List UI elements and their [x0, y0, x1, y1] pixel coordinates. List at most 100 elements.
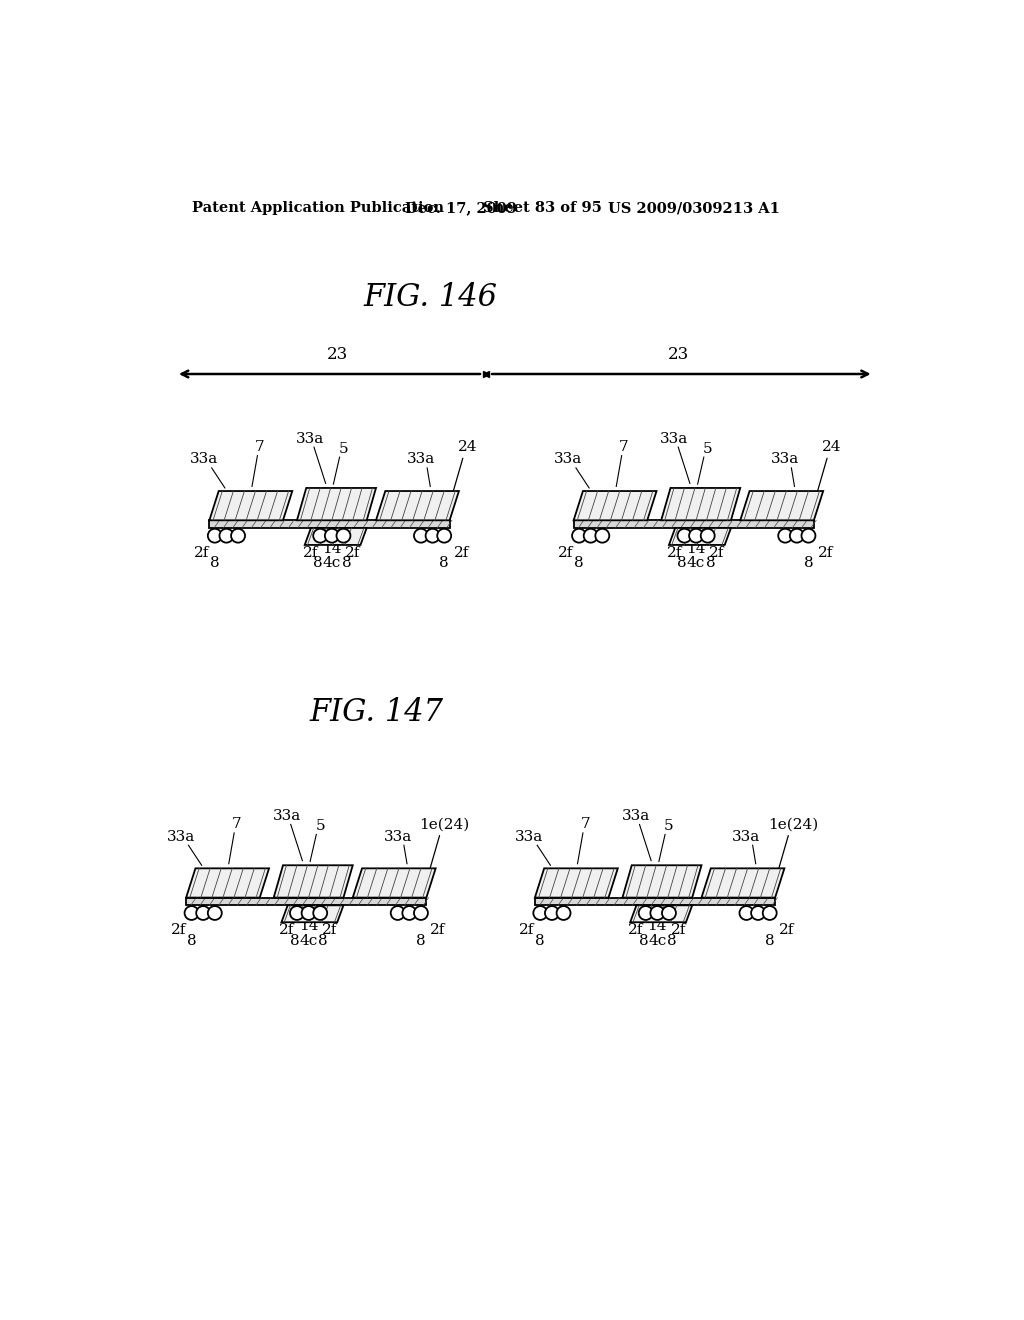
Text: 33a: 33a	[622, 809, 650, 822]
Text: 33a: 33a	[189, 453, 218, 466]
Polygon shape	[573, 491, 656, 520]
Text: 2f: 2f	[430, 923, 445, 937]
Text: 5: 5	[315, 818, 325, 833]
Circle shape	[313, 906, 328, 920]
Circle shape	[572, 529, 586, 543]
Text: 1e(24): 1e(24)	[419, 817, 469, 832]
Circle shape	[763, 906, 776, 920]
Polygon shape	[282, 906, 343, 923]
Text: 2f: 2f	[779, 923, 795, 937]
Text: 4c: 4c	[687, 557, 706, 570]
Circle shape	[595, 529, 609, 543]
Polygon shape	[623, 866, 701, 898]
Text: 8: 8	[439, 557, 449, 570]
Polygon shape	[273, 866, 352, 898]
Text: 8: 8	[318, 933, 328, 948]
Text: 2f: 2f	[345, 545, 360, 560]
Polygon shape	[209, 491, 292, 520]
Text: 33a: 33a	[554, 453, 583, 466]
Circle shape	[337, 529, 350, 543]
Text: 8: 8	[706, 557, 716, 570]
Text: 33a: 33a	[272, 809, 301, 822]
Text: 8: 8	[313, 557, 323, 570]
Text: Dec. 17, 2009: Dec. 17, 2009	[406, 202, 517, 215]
Text: 33a: 33a	[515, 830, 544, 843]
Text: 2f: 2f	[667, 545, 682, 560]
Text: 8: 8	[416, 933, 426, 948]
Text: 7: 7	[255, 440, 264, 454]
Circle shape	[302, 906, 315, 920]
Circle shape	[700, 529, 715, 543]
Circle shape	[778, 529, 793, 543]
Text: 8: 8	[639, 933, 648, 948]
Text: 23: 23	[668, 346, 689, 363]
Circle shape	[437, 529, 452, 543]
Text: 4c: 4c	[648, 933, 667, 948]
Circle shape	[231, 529, 245, 543]
Polygon shape	[376, 491, 459, 520]
Polygon shape	[669, 528, 731, 545]
Polygon shape	[186, 869, 269, 898]
Text: 4c: 4c	[323, 557, 341, 570]
Circle shape	[534, 906, 547, 920]
Text: 8: 8	[186, 933, 197, 948]
Text: 7: 7	[231, 817, 242, 832]
Polygon shape	[535, 869, 617, 898]
Polygon shape	[630, 906, 692, 923]
Text: 2f: 2f	[454, 545, 469, 560]
Bar	[573, 520, 814, 528]
Text: 2f: 2f	[302, 545, 317, 560]
Circle shape	[739, 906, 754, 920]
Circle shape	[662, 906, 676, 920]
Text: 2f: 2f	[194, 545, 209, 560]
Circle shape	[426, 529, 439, 543]
Text: 33a: 33a	[771, 453, 800, 466]
Text: 7: 7	[581, 817, 590, 832]
Circle shape	[802, 529, 815, 543]
Circle shape	[402, 906, 417, 920]
Text: Patent Application Publication: Patent Application Publication	[191, 202, 443, 215]
Circle shape	[197, 906, 210, 920]
Text: 8: 8	[765, 933, 774, 948]
Text: 8: 8	[677, 557, 687, 570]
Text: 2f: 2f	[558, 545, 573, 560]
Text: 33a: 33a	[660, 432, 688, 446]
Text: 14: 14	[686, 543, 706, 556]
Text: 8: 8	[574, 557, 584, 570]
Polygon shape	[297, 488, 376, 520]
Text: US 2009/0309213 A1: US 2009/0309213 A1	[608, 202, 780, 215]
Text: 2f: 2f	[628, 923, 643, 937]
Circle shape	[678, 529, 691, 543]
Circle shape	[313, 529, 328, 543]
Text: 2f: 2f	[710, 545, 725, 560]
Circle shape	[689, 529, 703, 543]
Text: 23: 23	[327, 346, 348, 363]
Text: Sheet 83 of 95: Sheet 83 of 95	[483, 202, 602, 215]
Text: 5: 5	[339, 442, 348, 455]
Text: 24: 24	[458, 440, 477, 454]
Text: 14: 14	[323, 543, 342, 556]
Circle shape	[219, 529, 233, 543]
Text: 33a: 33a	[384, 830, 412, 843]
Text: 5: 5	[702, 442, 713, 455]
Circle shape	[290, 906, 304, 920]
Text: 8: 8	[290, 933, 299, 948]
Text: 8: 8	[536, 933, 545, 948]
Text: 2f: 2f	[671, 923, 686, 937]
Polygon shape	[352, 869, 435, 898]
Circle shape	[751, 906, 765, 920]
Text: 14: 14	[299, 919, 318, 933]
Bar	[209, 520, 450, 528]
Polygon shape	[740, 491, 823, 520]
Polygon shape	[701, 869, 784, 898]
Circle shape	[208, 906, 222, 920]
Circle shape	[184, 906, 199, 920]
Text: 33a: 33a	[296, 432, 325, 446]
Text: 33a: 33a	[407, 453, 435, 466]
Text: 4c: 4c	[299, 933, 317, 948]
Circle shape	[414, 906, 428, 920]
Text: 24: 24	[822, 440, 842, 454]
Text: 33a: 33a	[732, 830, 761, 843]
Text: 8: 8	[668, 933, 677, 948]
Text: 2f: 2f	[171, 923, 186, 937]
